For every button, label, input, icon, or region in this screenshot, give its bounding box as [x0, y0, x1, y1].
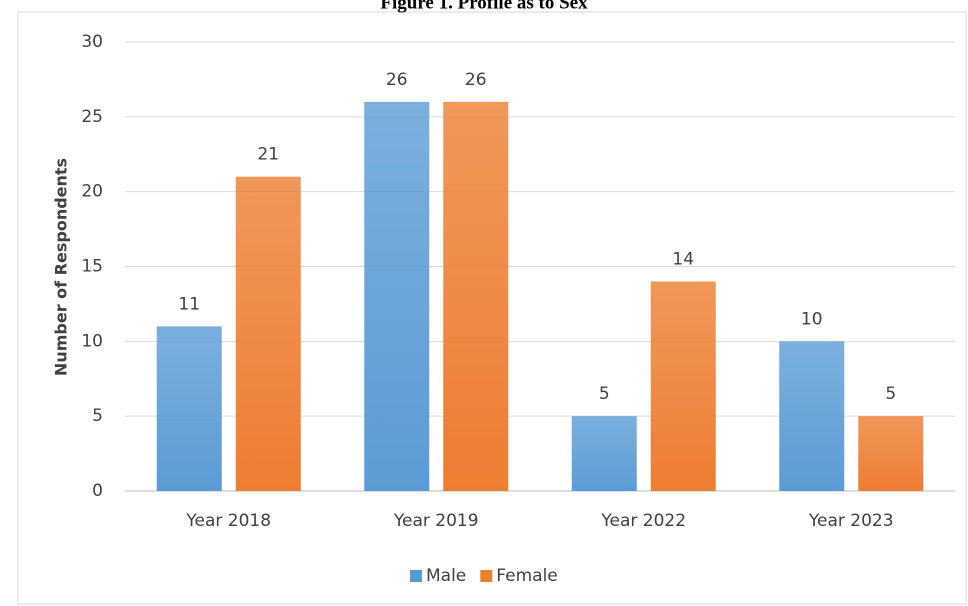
legend-swatch — [410, 570, 422, 582]
bar — [858, 416, 924, 491]
y-axis-label: Number of Respondents — [52, 158, 71, 376]
legend-label: Female — [496, 566, 557, 586]
x-tick-label: Year 2022 — [600, 511, 686, 531]
legend-swatch — [480, 570, 493, 582]
bar — [779, 341, 845, 491]
y-tick-label: 5 — [92, 406, 103, 426]
y-tick-label: 25 — [81, 107, 103, 127]
value-label: 21 — [257, 145, 279, 165]
value-label: 10 — [801, 309, 823, 329]
chart-title: Figure 1. Profile as to Sex — [380, 0, 588, 13]
bar — [364, 101, 430, 491]
value-label: 26 — [465, 70, 487, 90]
value-label: 5 — [885, 384, 896, 404]
x-tick-label: Year 2023 — [808, 511, 894, 531]
x-tick-label: Year 2019 — [393, 511, 479, 531]
bar — [443, 101, 509, 491]
y-tick-label: 0 — [92, 481, 103, 501]
value-label: 26 — [386, 70, 408, 90]
y-tick-label: 15 — [81, 257, 103, 277]
y-tick-label: 20 — [81, 182, 103, 202]
value-label: 11 — [178, 294, 200, 314]
y-tick-label: 10 — [81, 331, 103, 351]
bar — [571, 416, 637, 491]
bar — [235, 176, 301, 491]
value-label: 14 — [672, 249, 694, 269]
y-tick-label: 30 — [81, 32, 103, 52]
legend-label: Male — [426, 566, 466, 586]
value-label: 5 — [599, 384, 610, 404]
bar — [156, 326, 222, 491]
x-tick-label: Year 2018 — [185, 511, 271, 531]
bar — [650, 281, 716, 491]
